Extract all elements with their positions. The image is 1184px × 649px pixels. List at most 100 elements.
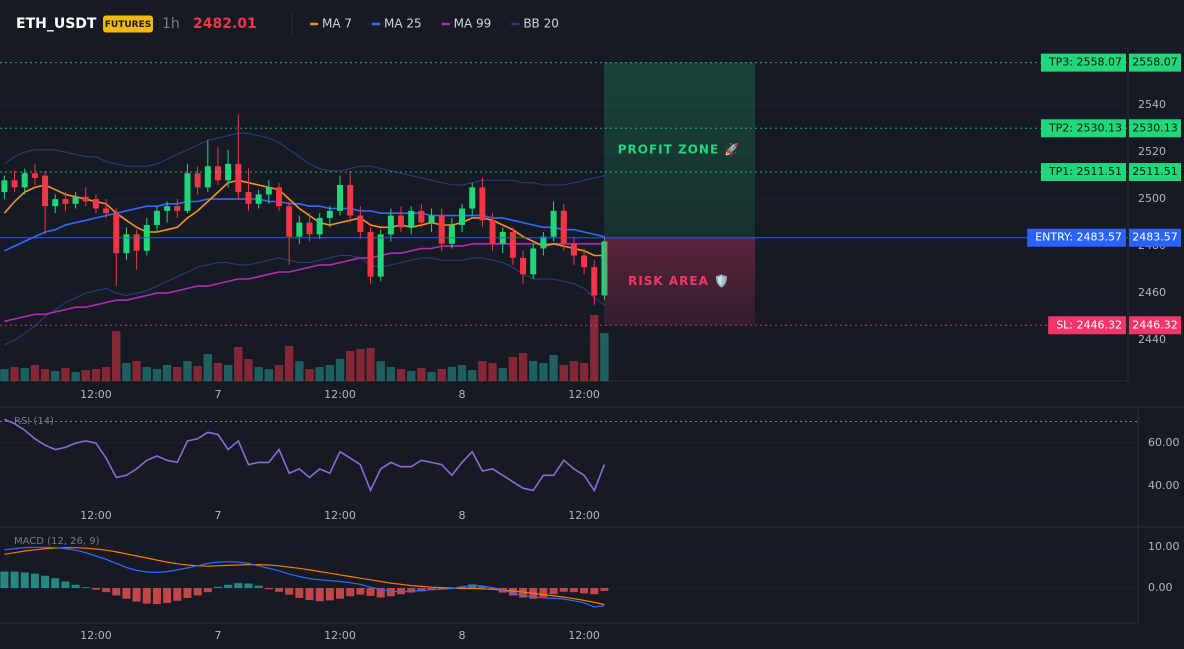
- y-tick-label: 2440: [1138, 333, 1166, 346]
- volume-bar: [203, 354, 212, 381]
- rsi-line: [4, 418, 606, 493]
- macd-histogram-bar: [91, 588, 100, 590]
- volume-bar: [345, 351, 355, 381]
- axis-tag: [1129, 163, 1181, 182]
- candle-body: [438, 215, 445, 244]
- level-tag: [1040, 119, 1126, 138]
- axis-tag-label: 2511.51: [1132, 165, 1178, 178]
- macd-histogram-bar: [590, 588, 599, 595]
- volume-bar: [254, 367, 263, 381]
- macd-histogram-bar: [234, 583, 243, 589]
- volume-bar: [0, 369, 9, 381]
- zone: [604, 62, 755, 238]
- candle-body: [296, 222, 303, 237]
- volume-bar: [600, 333, 609, 381]
- macd-histogram-bar: [285, 588, 294, 595]
- candle-body: [337, 185, 344, 211]
- ma-line: [3, 179, 605, 257]
- volume-bar: [40, 369, 50, 381]
- macd-histogram-bar: [508, 588, 517, 596]
- badge: FUTURES: [105, 20, 151, 30]
- candle-body: [469, 187, 476, 209]
- volume-bar: [223, 365, 233, 381]
- volume-bar: [20, 368, 29, 381]
- volume-bar: [305, 369, 314, 381]
- candle-body: [21, 173, 28, 188]
- x-tick-label: 12:00: [80, 509, 112, 522]
- x-tick-label: 12:00: [80, 629, 112, 642]
- candle-body: [133, 234, 140, 251]
- macd-histogram-bar: [213, 586, 222, 589]
- x-tick-label: 7: [214, 509, 221, 522]
- y-tick-label: 2520: [1138, 145, 1166, 158]
- legend-label: BB 20: [523, 17, 559, 31]
- volume-bar: [142, 367, 151, 381]
- axis-tag: [1129, 119, 1181, 138]
- panel-title: MACD (12, 26, 9): [14, 536, 100, 547]
- axis-tag-label: 2530.13: [1132, 121, 1178, 134]
- macd-histogram-bar: [142, 588, 151, 604]
- macd-histogram-bar: [386, 588, 395, 597]
- candle-body: [530, 248, 537, 275]
- candle-body: [103, 208, 110, 214]
- macd-line: [4, 546, 605, 608]
- x-tick-label: 7: [214, 629, 221, 642]
- candle-body: [570, 243, 577, 256]
- macd-histogram-bar: [132, 588, 141, 602]
- panel-title: RSI (14): [14, 416, 54, 427]
- candle-body: [591, 267, 598, 296]
- x-tick-label: 7: [214, 388, 221, 401]
- macd-histogram-bar: [325, 588, 334, 601]
- x-tick-label: 12:00: [568, 629, 600, 642]
- macd-histogram-bar: [10, 571, 19, 589]
- candle-body: [11, 180, 18, 188]
- x-tick-label: 8: [459, 629, 466, 642]
- volume-bar: [508, 357, 518, 381]
- volume-bar: [386, 367, 396, 381]
- macd-histogram-bar: [427, 588, 436, 591]
- candle-body: [235, 163, 242, 193]
- macd-histogram-bar: [244, 583, 253, 589]
- candle-body: [255, 194, 262, 204]
- volume-bar: [549, 355, 558, 381]
- volume-bar: [529, 361, 538, 381]
- macd-histogram-bar: [41, 575, 50, 589]
- volume-bar: [376, 361, 385, 381]
- volume-bar: [579, 363, 589, 381]
- macd-histogram-bar: [559, 588, 568, 592]
- candle-body: [184, 173, 191, 211]
- candle-body: [265, 187, 272, 195]
- axis-tag-label: 2483.57: [1132, 231, 1178, 244]
- x-tick-label: 8: [459, 388, 466, 401]
- volume-bar: [101, 367, 111, 381]
- macd-histogram-bar: [417, 588, 426, 592]
- candle-body: [408, 210, 415, 228]
- candle-body: [387, 215, 394, 235]
- volume-bar: [315, 367, 324, 381]
- candle-body: [560, 210, 567, 244]
- ma-line: [4, 243, 605, 323]
- candle-body: [275, 187, 282, 207]
- volume-bar: [396, 369, 406, 381]
- macd-histogram-bar: [152, 588, 161, 605]
- macd-histogram-bar: [356, 588, 365, 595]
- macd-histogram-bar: [315, 588, 324, 602]
- axis-tag: [1129, 316, 1181, 335]
- macd-histogram-bar: [193, 588, 202, 596]
- candle-body: [489, 220, 496, 244]
- volume-bar: [559, 365, 568, 381]
- symbol: ETH_USDT: [16, 16, 97, 32]
- macd-histogram-bar: [81, 587, 90, 589]
- badge-bg: [103, 15, 153, 33]
- candle-body: [550, 210, 557, 237]
- candle-body: [357, 215, 364, 233]
- volume-bar: [468, 370, 477, 381]
- macd-histogram-bar: [51, 578, 60, 589]
- macd-histogram-bar: [407, 588, 416, 593]
- macd-histogram-bar: [580, 588, 589, 594]
- volume-bar: [427, 372, 436, 381]
- volume-bar: [112, 331, 121, 381]
- bb-lower: [4, 255, 605, 346]
- zone-label: RISK AREA 🛡️: [628, 274, 730, 288]
- volume-bar: [539, 363, 548, 381]
